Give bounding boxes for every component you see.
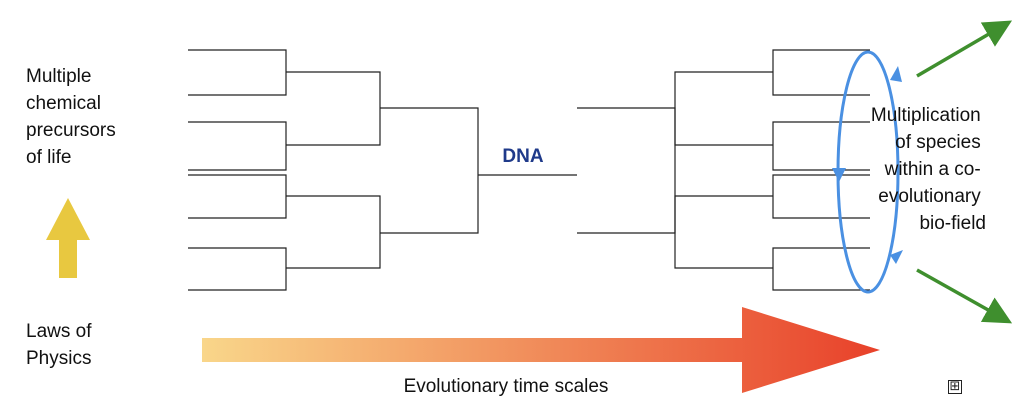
time-scale-label: Evolutionary time scales	[404, 376, 609, 397]
expand-icon[interactable]: ⊞	[948, 379, 962, 394]
laws-line-2: Physics	[26, 348, 91, 369]
co-evolution-cycle	[832, 50, 903, 294]
multiplication-line-3: within a co-	[884, 159, 981, 180]
precursors-line-3: precursors	[26, 120, 116, 141]
cycle-arrowhead-lower	[890, 250, 903, 264]
green-arrow-upper	[916, 20, 1013, 78]
up-arrow-icon	[46, 198, 90, 278]
right-bracket-tree	[577, 49, 870, 291]
precursors-line-1: Multiple	[26, 66, 91, 87]
left-bracket-tree	[188, 49, 577, 291]
multiplication-line-5: bio-field	[919, 213, 986, 234]
precursors-line-2: chemical	[26, 93, 101, 114]
cycle-arrowhead-up	[890, 66, 902, 82]
multiplication-line-1: Multiplication	[871, 105, 981, 126]
cycle-arrowhead-down	[832, 168, 846, 182]
multiplication-line-2: of species	[895, 132, 981, 153]
multiplication-line-4: evolutionary	[878, 186, 981, 207]
dna-label: DNA	[502, 146, 543, 167]
laws-line-1: Laws of	[26, 321, 92, 342]
right-arrow-icon	[202, 307, 880, 393]
laws-of-physics-label: Laws of Physics	[26, 321, 97, 369]
precursors-label: Multiple chemical precursors of life	[26, 66, 121, 168]
precursors-line-4: of life	[26, 147, 71, 168]
green-arrow-lower	[916, 268, 1013, 324]
multiplication-label: Multiplication of species within a co- e…	[871, 105, 986, 234]
